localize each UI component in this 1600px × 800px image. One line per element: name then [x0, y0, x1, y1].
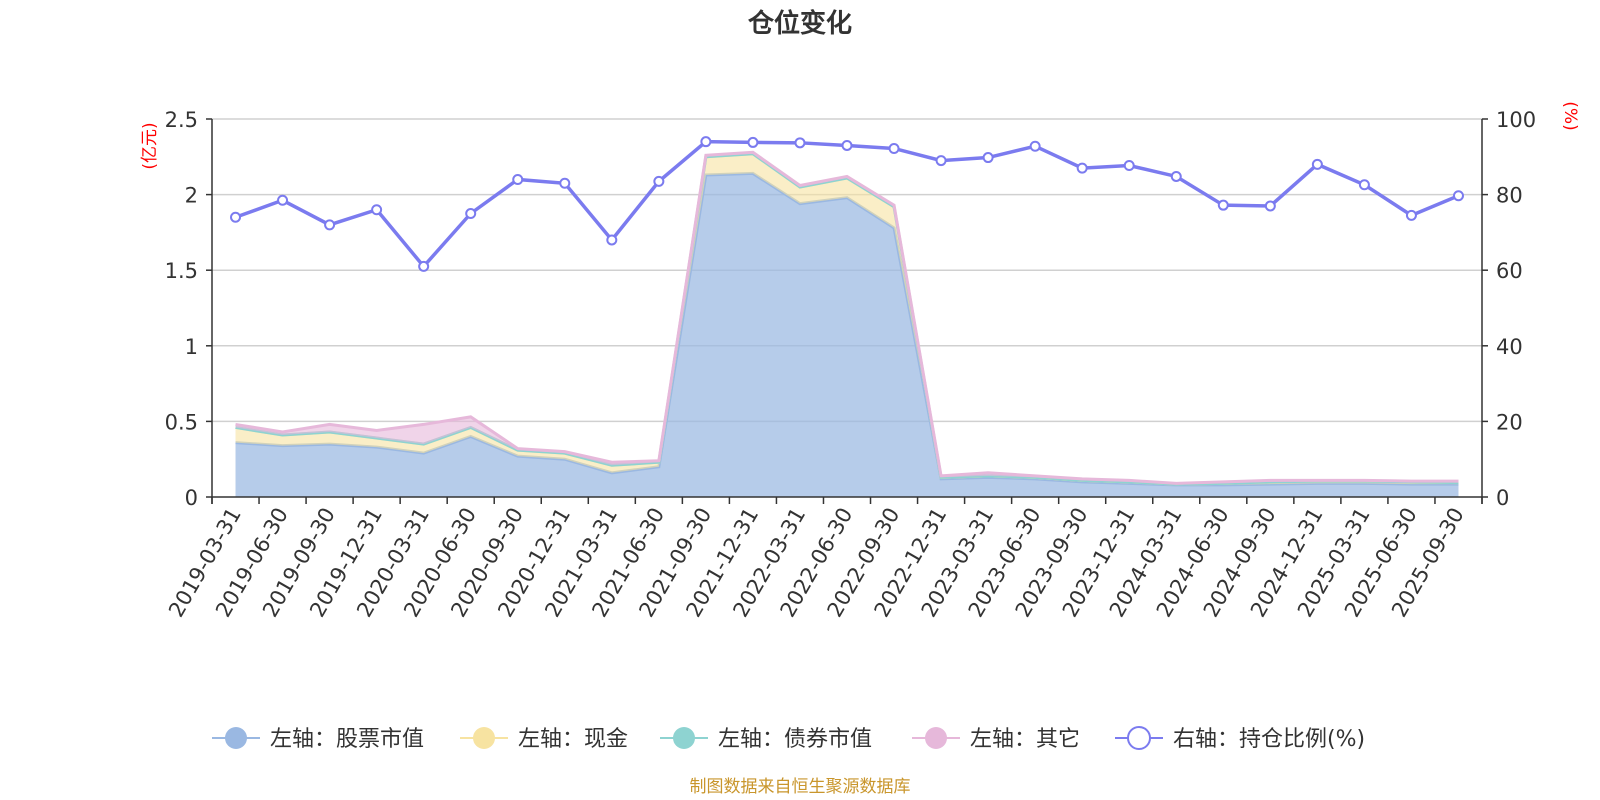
position-ratio-point	[1405, 209, 1417, 221]
left-axis-tick-label: 2.5	[165, 108, 198, 132]
legend-marker	[925, 727, 947, 749]
legend-label: 右轴：持仓比例(%)	[1173, 727, 1365, 752]
right-axis-tick-label: 20	[1496, 410, 1523, 434]
position-ratio-point	[230, 211, 242, 223]
legend: 左轴：股票市值 左轴：现金 左轴：债券市值 左轴：其它 右轴：持仓比例(%)	[212, 726, 1365, 752]
position-ratio-point	[700, 136, 712, 148]
left-axis-tick-label: 1	[185, 335, 198, 359]
right-axis-tick-label: 40	[1496, 335, 1523, 359]
area-0	[235, 173, 1459, 497]
position-ratio-point	[1170, 170, 1182, 182]
position-ratio-point	[1123, 159, 1135, 171]
position-ratio-point	[653, 175, 665, 187]
position-ratio-series	[230, 136, 1464, 272]
stacked-areas	[235, 150, 1459, 497]
position-ratio-point	[324, 219, 336, 231]
position-ratio-point	[559, 177, 571, 189]
legend-marker	[225, 727, 247, 749]
position-ratio-point	[606, 234, 618, 246]
legend-marker	[473, 727, 495, 749]
position-ratio-point	[747, 136, 759, 148]
right-axis-tick-label: 0	[1496, 486, 1509, 510]
legend-label: 左轴：股票市值	[270, 727, 424, 752]
position-ratio-point	[935, 155, 947, 167]
position-ratio-point	[465, 208, 477, 219]
left-axis-tick-label: 0.5	[165, 410, 198, 434]
position-ratio-point	[1311, 158, 1323, 170]
right-axis-unit: (%)	[1560, 101, 1580, 130]
legend-label: 左轴：现金	[518, 727, 628, 752]
position-ratio-point	[1358, 179, 1370, 191]
left-axis-unit: (亿元)	[140, 122, 160, 169]
chart-title: 仓位变化	[747, 8, 852, 39]
left-axis-tick-label: 2	[185, 184, 198, 208]
right-axis-tick-label: 100	[1496, 108, 1536, 132]
position-ratio-point	[982, 152, 994, 164]
left-axis-tick-label: 0	[185, 486, 198, 510]
legend-label: 左轴：债券市值	[718, 727, 872, 752]
position-ratio-point	[841, 139, 853, 151]
legend-item: 左轴：股票市值	[212, 727, 424, 752]
legend-item: 左轴：现金	[460, 727, 628, 752]
legend-item: 左轴：其它	[912, 727, 1080, 752]
data-source-note: 制图数据来自恒生聚源数据库	[690, 777, 911, 797]
position-ratio-point	[1029, 140, 1041, 152]
area-line-3	[235, 150, 1459, 485]
position-ratio-point	[888, 142, 900, 154]
left-axis-tick-label: 1.5	[165, 259, 198, 283]
right-axis-tick-label: 80	[1496, 184, 1523, 208]
legend-marker	[1127, 726, 1151, 750]
position-ratio-point	[277, 194, 289, 206]
position-ratio-point	[418, 260, 430, 272]
position-ratio-point	[1076, 162, 1088, 174]
legend-marker	[673, 727, 695, 749]
position-ratio-point	[1452, 190, 1464, 202]
right-axis-tick-label: 60	[1496, 259, 1523, 283]
legend-label: 左轴：其它	[970, 727, 1080, 752]
legend-item: 左轴：债券市值	[660, 727, 872, 752]
position-ratio-point	[794, 137, 806, 149]
position-ratio-point	[371, 204, 383, 216]
legend-item: 右轴：持仓比例(%)	[1115, 726, 1365, 752]
position-ratio-point	[1217, 199, 1229, 211]
position-ratio-point	[512, 173, 524, 185]
position-ratio-point	[1264, 200, 1276, 212]
